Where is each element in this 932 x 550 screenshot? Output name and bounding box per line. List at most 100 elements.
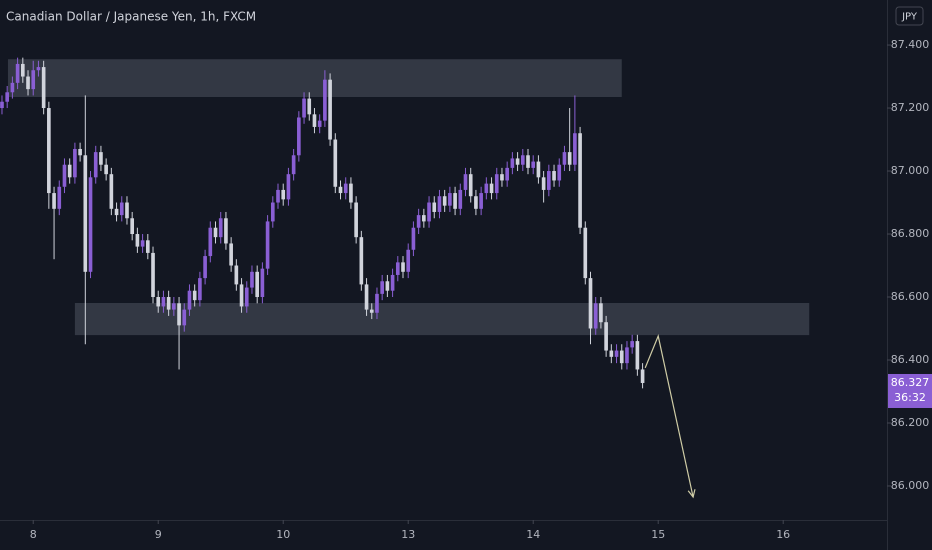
candle-body <box>187 290 192 310</box>
candle-body <box>437 196 442 212</box>
candle-body <box>317 120 322 127</box>
candle-body <box>281 189 286 200</box>
candle-body <box>625 347 629 364</box>
candle-body <box>510 158 515 168</box>
candle-body <box>343 183 348 194</box>
candle-body <box>297 117 301 156</box>
candle-body <box>364 284 369 310</box>
candle-body <box>172 303 176 310</box>
y-tick-label: 86.200 <box>891 416 930 429</box>
candle-body <box>547 171 551 190</box>
candle-body <box>20 63 25 77</box>
candle-body <box>26 76 30 90</box>
candle-body <box>177 303 181 326</box>
candle-body <box>62 164 67 187</box>
candle-body <box>15 63 20 83</box>
candle-body <box>354 202 358 238</box>
candle-body <box>260 268 265 298</box>
candle-body <box>484 183 489 194</box>
x-tick-label: 13 <box>401 528 415 541</box>
candle-body <box>380 281 384 294</box>
candle-body <box>333 139 338 187</box>
candle-body <box>468 174 473 197</box>
candle-body <box>593 303 598 329</box>
candle-body <box>463 174 468 190</box>
candle-body <box>599 303 603 323</box>
candle-body <box>375 293 379 313</box>
candle-body <box>458 189 463 209</box>
candle-body <box>349 183 353 203</box>
candle-body <box>385 281 390 291</box>
candle-body <box>57 186 62 209</box>
candle-body <box>218 218 223 238</box>
candle-body <box>520 155 525 165</box>
candle-body <box>156 297 161 307</box>
currency-box[interactable] <box>895 6 924 26</box>
candle-body <box>151 252 155 298</box>
candle-body <box>78 148 82 156</box>
candle-body <box>552 171 556 181</box>
candle-body <box>604 322 608 351</box>
candle-body <box>536 161 541 178</box>
candle-body <box>286 174 291 200</box>
y-tick-label: 87.400 <box>891 38 930 51</box>
candle-body <box>635 341 640 370</box>
last-price-box <box>888 373 932 408</box>
candle-body <box>567 152 572 165</box>
candle-body <box>5 92 10 102</box>
candle-body <box>630 341 634 348</box>
candle-body <box>140 240 145 247</box>
candle-body <box>422 215 426 222</box>
candle-body <box>573 133 577 165</box>
candle-body <box>369 309 374 313</box>
candle-body <box>406 249 411 272</box>
candle-body <box>224 218 228 244</box>
candle-body <box>640 369 645 383</box>
candle-body <box>302 98 306 118</box>
candle-body <box>453 193 457 209</box>
candle-body <box>395 262 400 275</box>
candle-body <box>166 297 171 310</box>
candle-body <box>411 227 416 250</box>
x-tick-label: 9 <box>155 528 162 541</box>
candle-body <box>583 227 588 279</box>
candle-body <box>562 152 567 165</box>
candle-body <box>619 350 624 364</box>
arrow <box>644 334 694 498</box>
candle-body <box>234 265 239 285</box>
candle-body <box>114 208 119 216</box>
candle-body <box>541 177 546 190</box>
candle-body <box>99 152 103 165</box>
candle-body <box>359 237 364 285</box>
y-tick-label: 86.800 <box>891 227 930 240</box>
candle-body <box>474 196 478 209</box>
y-tick-label: 86.000 <box>891 479 930 492</box>
y-tick-label: 87.200 <box>891 101 930 114</box>
candle-body <box>312 114 317 127</box>
currency-label[interactable]: JPY <box>901 12 918 23</box>
arrow-head <box>687 489 696 499</box>
zone <box>7 59 622 98</box>
candle-body <box>578 133 582 228</box>
candle-body <box>73 148 77 178</box>
candle-body <box>198 278 202 301</box>
candle-body <box>614 350 619 357</box>
candle-body <box>145 240 150 253</box>
candle-body <box>323 79 327 121</box>
candle-body <box>328 79 332 140</box>
candle-body <box>338 186 343 194</box>
candle-body <box>213 227 218 238</box>
candle-body <box>88 177 93 272</box>
candle-body <box>526 155 530 168</box>
candle-body <box>31 70 36 90</box>
candle-body <box>109 174 114 209</box>
candle-body <box>479 193 483 209</box>
x-tick-label: 15 <box>651 528 665 541</box>
candle-body <box>427 202 431 222</box>
last-price-label: 86.327 <box>891 376 930 389</box>
candle-body <box>104 164 108 175</box>
candle-body <box>203 256 207 279</box>
candle-body <box>416 215 421 228</box>
y-tick-label: 87.000 <box>891 164 930 177</box>
candle-body <box>125 202 129 219</box>
